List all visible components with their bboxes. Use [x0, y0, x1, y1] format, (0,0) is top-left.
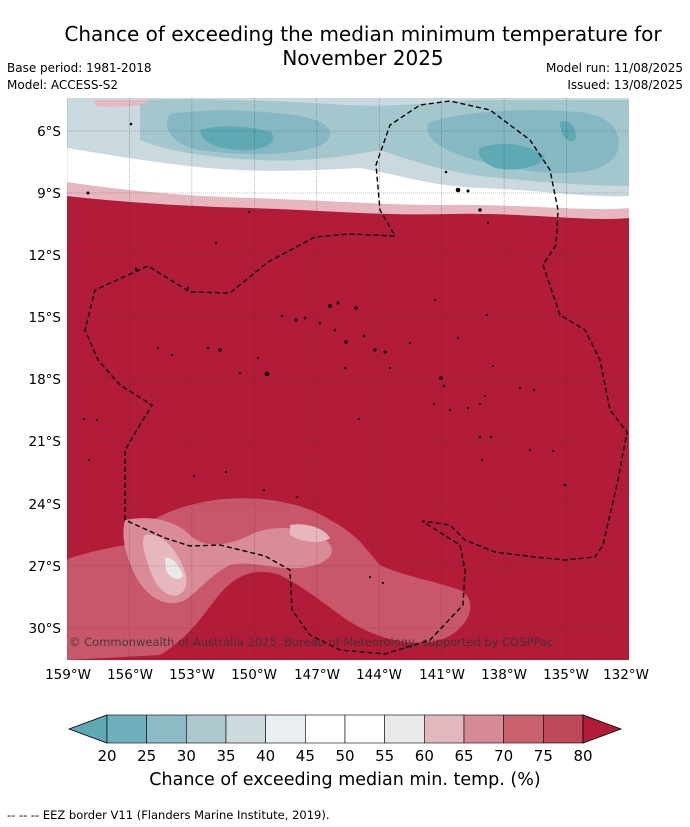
lon-tick-label: 147°W: [294, 667, 340, 683]
colorbar-tick-label: 80: [573, 747, 592, 765]
colorbar-arrow-low: [67, 714, 108, 744]
north-band-teal: [200, 121, 576, 170]
lon-tick-label: 132°W: [603, 667, 649, 683]
lat-tick-label: 18°S: [29, 372, 62, 388]
lat-tick-labels: 6°S 9°S 12°S 15°S 18°S 21°S 24°S 27°S 30…: [29, 124, 62, 637]
lat-tick-label: 24°S: [29, 497, 62, 513]
lon-tick-label: 153°W: [169, 667, 215, 683]
lon-tick-labels: 159°W 156°W 153°W 150°W 147°W 144°W 141°…: [45, 667, 649, 683]
lat-tick-label: 12°S: [29, 248, 62, 264]
colorbar-tick-label: 45: [296, 747, 315, 765]
base-period: Base period: 1981-2018: [7, 61, 152, 75]
north-pale-red-speck: [95, 100, 150, 107]
lon-tick-label: 144°W: [356, 667, 402, 683]
lat-tick-label: 6°S: [37, 124, 61, 140]
meta-left: Base period: 1981-2018 Model: ACCESS-S2: [7, 60, 152, 94]
colorbar-segment: [265, 714, 306, 744]
colorbar-tick-label: 30: [177, 747, 196, 765]
lon-tick-label: 141°W: [419, 667, 465, 683]
colorbar-tick-label: 25: [137, 747, 156, 765]
lon-tick-label: 135°W: [543, 667, 589, 683]
colorbar-tick-label: 60: [415, 747, 434, 765]
colorbar-segment: [463, 714, 504, 744]
colorbar-segment: [543, 714, 584, 744]
colorbar-tick-label: 40: [256, 747, 275, 765]
lat-tick-label: 15°S: [29, 310, 62, 326]
lat-tick-label: 27°S: [29, 559, 62, 575]
map-area: © Commonwealth of Australia 2025, Bureau…: [67, 98, 629, 660]
lat-tick-label: 30°S: [29, 621, 62, 637]
colorbar-tick-label: 20: [97, 747, 116, 765]
colorbar-segment: [225, 714, 266, 744]
colorbar-segment: [384, 714, 425, 744]
south-region-sw-patch: [67, 555, 102, 630]
colorbar-tick-label: 50: [335, 747, 354, 765]
colorbar-segment: [146, 714, 187, 744]
footnote: -- -- -- EEZ border V11 (Flanders Marine…: [7, 808, 330, 822]
lon-tick-label: 159°W: [45, 667, 91, 683]
colorbar-segment: [305, 714, 346, 744]
lon-tick-label: 150°W: [231, 667, 277, 683]
south-region-white: [165, 557, 183, 579]
meta-right: Model run: 11/08/2025 Issued: 13/08/2025: [546, 60, 683, 94]
colorbar-segment: [186, 714, 227, 744]
issued-date: Issued: 13/08/2025: [567, 78, 683, 92]
lon-tick-label: 156°W: [107, 667, 153, 683]
colorbar-label: Chance of exceeding median min. temp. (%…: [149, 770, 541, 790]
colorbar-tick-label: 70: [494, 747, 513, 765]
colorbar-tick-label: 65: [454, 747, 473, 765]
colorbar-segment: [106, 714, 147, 744]
chart-title: Chance of exceeding the median minimum t…: [64, 22, 662, 70]
colorbar-segment: [344, 714, 385, 744]
south-region-pale-red: [142, 524, 330, 596]
lon-tick-label: 138°W: [481, 667, 527, 683]
colorbar-tick-label: 55: [375, 747, 394, 765]
lat-tick-label: 9°S: [37, 186, 61, 202]
colorbar: 20 25 30 35 40 45 50 55 60 65 70 75 80: [67, 714, 623, 765]
colorbar-segment: [424, 714, 465, 744]
islands: [82, 122, 567, 585]
map-copyright: © Commonwealth of Australia 2025, Bureau…: [69, 635, 553, 649]
colorbar-arrow-high: [582, 714, 623, 744]
eez-border: [84, 100, 628, 655]
graticule: [67, 98, 629, 660]
lat-tick-label: 21°S: [29, 434, 62, 450]
model-run: Model run: 11/08/2025: [545, 61, 683, 75]
colorbar-tick-label: 35: [216, 747, 235, 765]
model-name: Model: ACCESS-S2: [7, 78, 119, 92]
colorbar-segment: [503, 714, 544, 744]
colorbar-tick-label: 75: [534, 747, 553, 765]
